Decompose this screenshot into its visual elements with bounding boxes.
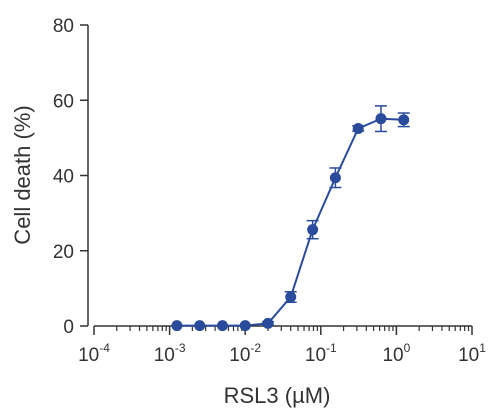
x-tick-exponent: -3 xyxy=(175,341,186,355)
data-point xyxy=(216,320,228,332)
data-point xyxy=(398,114,410,126)
data-point xyxy=(194,320,206,332)
x-tick-label: 10-2 xyxy=(229,341,261,366)
x-tick-label: 100 xyxy=(382,341,410,366)
y-tick-label: 80 xyxy=(53,16,74,37)
x-tick-label: 10-3 xyxy=(154,341,186,366)
data-point xyxy=(329,172,341,184)
x-tick-exponent: 1 xyxy=(479,341,486,355)
y-axis: 0 20 40 60 80 xyxy=(53,16,89,338)
data-point xyxy=(285,291,297,303)
data-point xyxy=(307,224,319,236)
data-point xyxy=(171,320,183,332)
x-tick-label: 10-1 xyxy=(305,341,337,366)
data-point xyxy=(352,122,364,134)
y-tick-label: 20 xyxy=(53,242,74,263)
x-tick-base: 10 xyxy=(229,345,250,366)
data-point xyxy=(262,317,274,329)
data-point xyxy=(239,320,251,332)
x-tick-base: 10 xyxy=(305,345,326,366)
data-point xyxy=(375,113,387,125)
x-tick-exponent: -4 xyxy=(99,341,110,355)
y-axis-title: Cell death (%) xyxy=(10,105,35,244)
x-tick-base: 10 xyxy=(154,345,175,366)
y-tick-label: 60 xyxy=(53,91,74,112)
y-tick-label: 40 xyxy=(53,167,74,188)
x-tick-label: 101 xyxy=(458,341,486,366)
x-tick-exponent: -2 xyxy=(250,341,261,355)
x-tick-exponent: 0 xyxy=(404,341,411,355)
x-tick-label: 10-4 xyxy=(78,341,110,366)
x-axis: 10-4 10-3 10-2 10-1 100 101 xyxy=(78,325,486,366)
x-tick-exponent: -1 xyxy=(326,341,337,355)
x-tick-base: 10 xyxy=(458,345,479,366)
data-series xyxy=(171,105,410,332)
x-tick-base: 10 xyxy=(78,345,99,366)
y-tick-label: 0 xyxy=(63,317,74,338)
x-tick-base: 10 xyxy=(382,345,403,366)
x-axis-title: RSL3 (µM) xyxy=(224,383,331,408)
